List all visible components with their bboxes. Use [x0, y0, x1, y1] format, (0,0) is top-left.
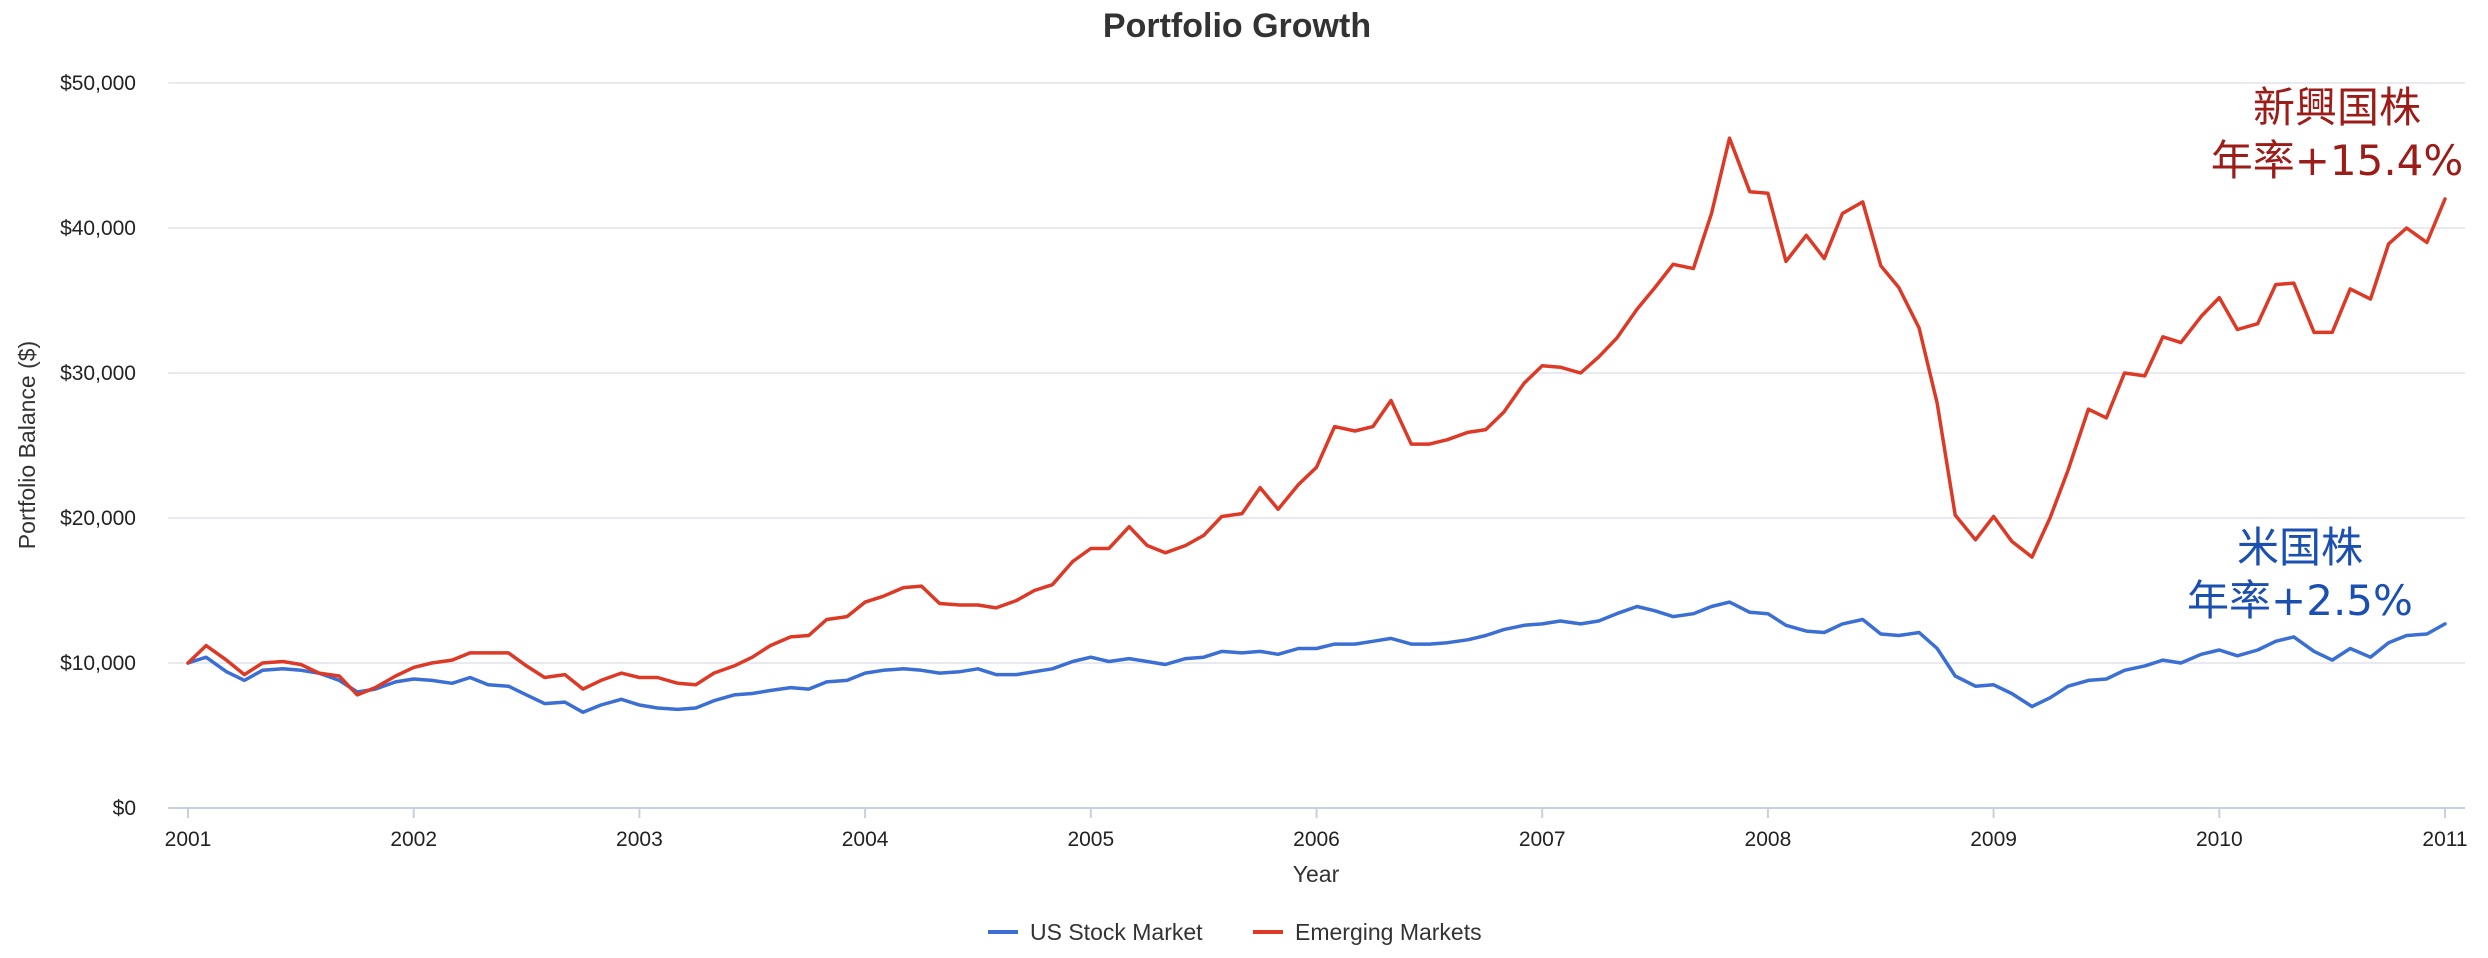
- x-tick-label: 2007: [1519, 828, 1566, 851]
- legend-label: Emerging Markets: [1295, 919, 1482, 945]
- x-tick-label: 2004: [842, 828, 889, 851]
- x-tick-label: 2010: [2196, 828, 2243, 851]
- x-axis-title: Year: [1293, 861, 1340, 887]
- legend: US Stock Market Emerging Markets: [988, 919, 1482, 945]
- y-tick-label: $0: [113, 797, 136, 820]
- x-tick-label: 2008: [1745, 828, 1792, 851]
- series-line-emerging-markets: [186, 136, 2447, 697]
- y-axis-title: Portfolio Balance ($): [14, 341, 40, 549]
- x-tick-label: 2003: [616, 828, 663, 851]
- annotation-label: 新興国株: [2253, 83, 2421, 132]
- x-tick-label: 2009: [1970, 828, 2017, 851]
- annotation-label: 年率+15.4%: [2211, 136, 2464, 185]
- annotation-label: 米国株: [2237, 523, 2363, 572]
- x-tick-label: 2011: [2422, 828, 2467, 851]
- x-axis: 2001 2002 2003 2004 2005 2006 2007 2008 2009 2010…: [165, 807, 2468, 851]
- y-axis: $0 $10,000 $20,000 $30,000 $40,000 $50,000: [60, 72, 136, 820]
- series-lines: [186, 136, 2447, 715]
- y-tick-label: $10,000: [60, 652, 136, 675]
- series-line-us-stock-market: [186, 600, 2447, 715]
- x-tick-label: 2001: [165, 828, 212, 851]
- x-tick-label: 2005: [1067, 828, 1114, 851]
- y-tick-label: $20,000: [60, 507, 136, 530]
- chart-title: Portfolio Growth: [1103, 7, 1371, 45]
- x-tick-label: 2002: [390, 828, 437, 851]
- annotation-label: 年率+2.5%: [2187, 576, 2413, 625]
- y-tick-label: $30,000: [60, 362, 136, 385]
- legend-label: US Stock Market: [1030, 919, 1203, 945]
- y-tick-label: $40,000: [60, 217, 136, 240]
- y-tick-label: $50,000: [60, 72, 136, 95]
- x-tick-label: 2006: [1293, 828, 1340, 851]
- grid-lines: [168, 82, 2465, 664]
